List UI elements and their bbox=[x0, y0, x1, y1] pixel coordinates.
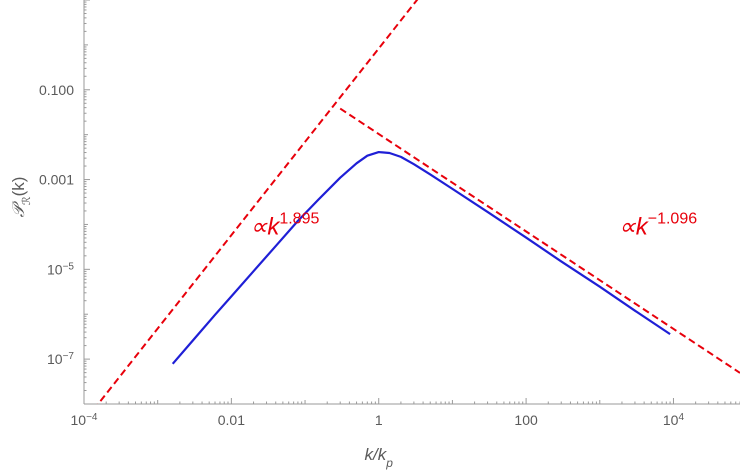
fit-line-2 bbox=[339, 107, 740, 374]
series-layer bbox=[96, 0, 740, 404]
y-axis-title-suffix: (k) bbox=[9, 177, 28, 197]
spectrum-curve bbox=[171, 150, 671, 365]
x-tick-label: 104 bbox=[663, 412, 685, 429]
y-tick-label: 0.001 bbox=[39, 172, 74, 188]
x-axis-title-sub: p bbox=[385, 456, 393, 470]
x-tick-label: 1 bbox=[375, 412, 383, 428]
x-ticks: 10−4 0.01 1 100 104 bbox=[71, 398, 740, 428]
x-tick-label: 100 bbox=[514, 412, 538, 428]
x-axis-title-main: k/k bbox=[365, 445, 388, 464]
x-tick-label: 0.01 bbox=[218, 412, 245, 428]
slope-annotation: ∝k1.895 bbox=[250, 210, 319, 240]
slope-annotation: ∝k−1.096 bbox=[619, 210, 698, 240]
x-axis-title: k/kp bbox=[365, 445, 394, 470]
y-ticks: 0.100 0.001 10−5 10−7 bbox=[39, 0, 90, 405]
x-tick-label: 10−4 bbox=[71, 412, 98, 429]
y-axis-title: 𝒫ℛ(k) bbox=[9, 177, 33, 218]
fit-line-1 bbox=[96, 0, 419, 404]
annotation-layer: ∝k1.895 ∝k−1.096 bbox=[250, 210, 697, 240]
y-tick-label: 10−7 bbox=[47, 351, 74, 368]
y-axis-title-sub: ℛ bbox=[21, 196, 33, 205]
y-tick-label: 10−5 bbox=[47, 261, 74, 278]
y-tick-label: 0.100 bbox=[39, 82, 74, 98]
